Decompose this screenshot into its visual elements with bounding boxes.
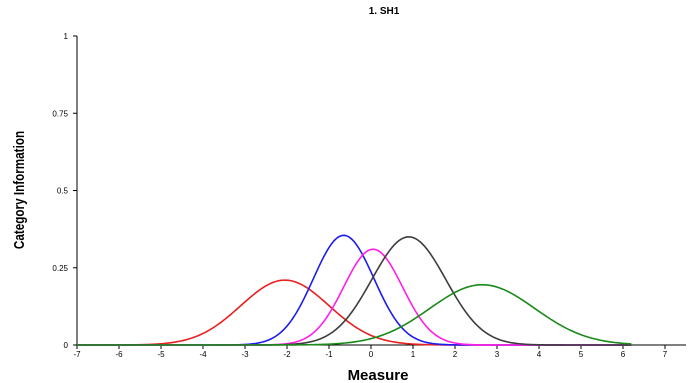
category-curve-1 [77,280,631,345]
x-tick-label: 3 [495,350,500,359]
category-curve-5 [77,285,631,345]
x-tick-label: -5 [157,350,165,359]
y-axis-label: Category Information [11,131,28,249]
y-tick-label: 1 [64,32,69,41]
category-curve-2 [77,235,631,345]
x-tick-label: 4 [537,350,542,359]
x-tick-label: -4 [199,350,207,359]
x-tick-label: 1 [411,350,416,359]
x-tick-label: -3 [241,350,249,359]
x-tick-label: 0 [369,350,374,359]
x-tick-label: 5 [579,350,584,359]
x-tick-label: -7 [73,350,81,359]
x-tick-label: 6 [621,350,626,359]
category-curve-3 [77,249,631,345]
x-tick-label: -2 [283,350,291,359]
y-tick-label: 0.5 [57,187,69,196]
y-tick-label: 0.75 [52,109,68,118]
y-tick-label: 0.25 [52,264,68,273]
x-tick-label: -6 [115,350,123,359]
category-curve-4 [77,237,631,345]
x-axis-label: Measure [348,367,409,383]
x-tick-label: 7 [663,350,668,359]
y-tick-label: 0 [64,341,69,350]
x-tick-label: 2 [453,350,458,359]
chart-title: 1. SH1 [369,6,400,17]
plot-area: -7 -6 -5 -4 -3 -2 -1 0 1 2 3 4 5 6 7 0 0.25 0.5 0.75 1 [52,32,686,359]
x-tick-label: -1 [325,350,333,359]
